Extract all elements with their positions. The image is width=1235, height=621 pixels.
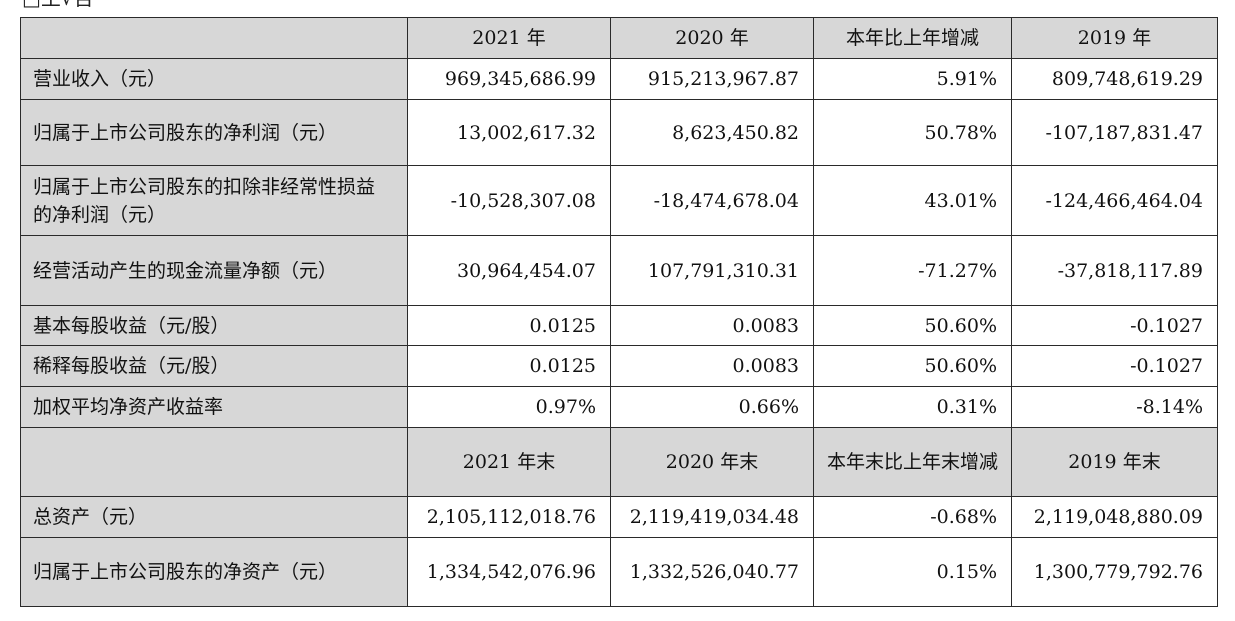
cell-value: 1,334,542,076.96	[407, 537, 611, 607]
cell-value: 0.66%	[610, 386, 814, 428]
cell-value: 0.0083	[610, 305, 814, 346]
cell-value: 0.97%	[407, 386, 611, 428]
cell-value: -124,466,464.04	[1011, 165, 1218, 236]
cell-value: 2,105,112,018.76	[407, 496, 611, 538]
cell-value: 0.31%	[813, 386, 1012, 428]
table-row: 归属于上市公司股东的净资产（元） 1,334,542,076.96 1,332,…	[20, 537, 1218, 607]
cell-value: 50.60%	[813, 345, 1012, 387]
table-header-row: 2021 年末 2020 年末 本年末比上年末增减 2019 年末	[20, 427, 1218, 497]
cell-value: 2,119,419,034.48	[610, 496, 814, 538]
header-cell-2019-end: 2019 年末	[1011, 427, 1218, 497]
row-label: 归属于上市公司股东的净资产（元）	[20, 537, 408, 607]
table-row: 经营活动产生的现金流量净额（元） 30,964,454.07 107,791,3…	[20, 235, 1218, 306]
cell-value: 8,623,450.82	[610, 99, 814, 166]
header-cell-2019: 2019 年	[1011, 17, 1218, 59]
cell-value: 107,791,310.31	[610, 235, 814, 306]
cell-value: 1,300,779,792.76	[1011, 537, 1218, 607]
row-label: 稀释每股收益（元/股）	[20, 345, 408, 387]
cell-value: -0.1027	[1011, 305, 1218, 346]
row-label: 基本每股收益（元/股）	[20, 305, 408, 346]
cell-value: -107,187,831.47	[1011, 99, 1218, 166]
cell-value: 0.15%	[813, 537, 1012, 607]
cell-value: 0.0125	[407, 305, 611, 346]
row-label: 加权平均净资产收益率	[20, 386, 408, 428]
cell-value: 0.0083	[610, 345, 814, 387]
cell-value: 50.78%	[813, 99, 1012, 166]
table-row: 归属于上市公司股东的扣除非经常性损益的净利润（元） -10,528,307.08…	[20, 165, 1218, 236]
header-cell-2021: 2021 年	[407, 17, 611, 59]
row-label: 营业收入（元）	[20, 58, 408, 100]
row-label: 总资产（元）	[20, 496, 408, 538]
financial-data-table: 2021 年 2020 年 本年比上年增减 2019 年 营业收入（元） 969…	[20, 17, 1218, 607]
cell-value: -10,528,307.08	[407, 165, 611, 236]
header-cell-2021-end: 2021 年末	[407, 427, 611, 497]
cell-value: 50.60%	[813, 305, 1012, 346]
cell-value: -37,818,117.89	[1011, 235, 1218, 306]
cell-value: 30,964,454.07	[407, 235, 611, 306]
cell-value: -0.1027	[1011, 345, 1218, 387]
table-row: 稀释每股收益（元/股） 0.0125 0.0083 50.60% -0.1027	[20, 345, 1218, 387]
cell-value: 13,002,617.32	[407, 99, 611, 166]
table-row: 总资产（元） 2,105,112,018.76 2,119,419,034.48…	[20, 496, 1218, 538]
cell-value: 0.0125	[407, 345, 611, 387]
row-label: 归属于上市公司股东的净利润（元）	[20, 99, 408, 166]
table-row: 营业收入（元） 969,345,686.99 915,213,967.87 5.…	[20, 58, 1218, 100]
table-header-row: 2021 年 2020 年 本年比上年增减 2019 年	[20, 17, 1218, 59]
header-cell-change-end: 本年末比上年末增减	[813, 427, 1012, 497]
header-cell-change: 本年比上年增减	[813, 17, 1012, 59]
cell-value: -18,474,678.04	[610, 165, 814, 236]
cell-value: -8.14%	[1011, 386, 1218, 428]
table-row: 归属于上市公司股东的净利润（元） 13,002,617.32 8,623,450…	[20, 99, 1218, 166]
cell-value: 809,748,619.29	[1011, 58, 1218, 100]
cell-value: 5.91%	[813, 58, 1012, 100]
header-cell-2020-end: 2020 年末	[610, 427, 814, 497]
table-row: 加权平均净资产收益率 0.97% 0.66% 0.31% -8.14%	[20, 386, 1218, 428]
cell-value: 43.01%	[813, 165, 1012, 236]
cell-value: -0.68%	[813, 496, 1012, 538]
header-cell-blank	[20, 17, 408, 59]
cell-value: 915,213,967.87	[610, 58, 814, 100]
header-cell-2020: 2020 年	[610, 17, 814, 59]
cell-value: 2,119,048,880.09	[1011, 496, 1218, 538]
table-row: 基本每股收益（元/股） 0.0125 0.0083 50.60% -0.1027	[20, 305, 1218, 346]
row-label: 经营活动产生的现金流量净额（元）	[20, 235, 408, 306]
cell-value: -71.27%	[813, 235, 1012, 306]
row-label: 归属于上市公司股东的扣除非经常性损益的净利润（元）	[20, 165, 408, 236]
cropped-top-text: □主√否	[22, 0, 94, 8]
cell-value: 1,332,526,040.77	[610, 537, 814, 607]
cell-value: 969,345,686.99	[407, 58, 611, 100]
header-cell-blank	[20, 427, 408, 497]
